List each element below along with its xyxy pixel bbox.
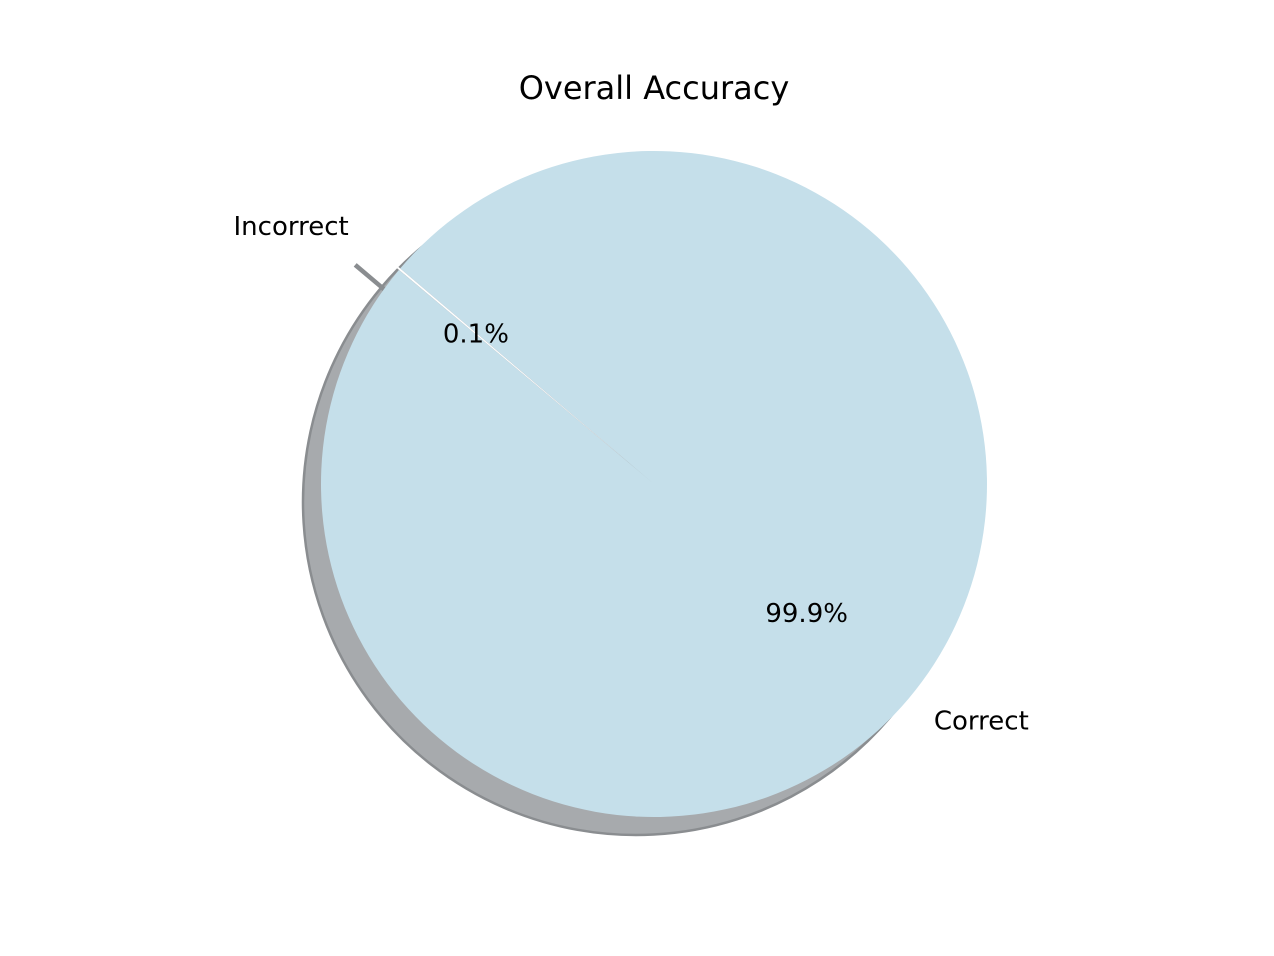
slice-label-incorrect: Incorrect — [234, 212, 349, 242]
pie-label-layer: Correct 99.9% Incorrect 0.1% — [234, 212, 1029, 736]
chart-title: Overall Accuracy — [519, 69, 790, 107]
slice-label-correct: Correct — [934, 706, 1029, 736]
slice-percent-correct: 99.9% — [765, 599, 848, 629]
slice-percent-incorrect: 0.1% — [443, 320, 509, 350]
pie-slice-incorrect — [373, 246, 629, 463]
pie-slice-layer — [320, 151, 987, 818]
pie-slice-correct — [320, 151, 987, 818]
